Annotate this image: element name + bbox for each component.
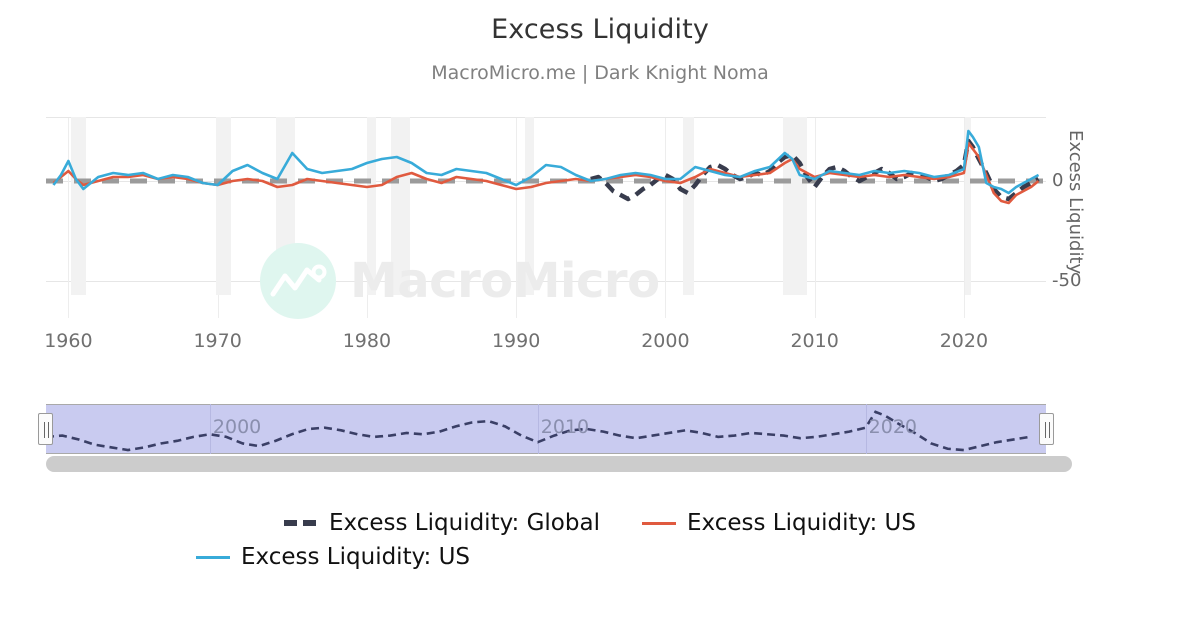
- x-axis-tick-label: 2020: [939, 330, 989, 352]
- legend-row-2: Excess Liquidity: US: [0, 540, 1200, 574]
- recession-band: [525, 117, 535, 295]
- gridline-vertical: [963, 118, 965, 318]
- gridline-vertical: [665, 118, 667, 318]
- legend-label: Excess Liquidity: Global: [329, 510, 600, 536]
- gridline-horizontal: [46, 281, 1046, 282]
- y-axis-tick-label: -50: [1052, 270, 1082, 291]
- plot-top-border: [46, 117, 1046, 118]
- legend-label: Excess Liquidity: US: [686, 510, 916, 536]
- navigator-series-line: [46, 410, 1030, 452]
- x-axis-tick-label: 1960: [44, 330, 93, 352]
- recession-band: [216, 117, 232, 295]
- legend-row-1: Excess Liquidity: Global Excess Liquidit…: [0, 506, 1200, 540]
- series-line: [52, 129, 1040, 195]
- plot-clip: [46, 117, 1046, 295]
- navigator-tick-label: 2000: [212, 416, 262, 438]
- x-axis-tick-label: 2000: [641, 330, 690, 352]
- navigator-series: [46, 410, 1030, 452]
- gridline-vertical: [814, 118, 816, 318]
- recession-band: [965, 117, 972, 295]
- navigator[interactable]: 2000 2010 2020: [38, 404, 1054, 454]
- plot-area[interactable]: [46, 117, 1046, 295]
- chart-subtitle: MacroMicro.me | Dark Knight Noma: [431, 62, 769, 84]
- recession-band: [366, 117, 376, 295]
- legend-item-us-blue[interactable]: Excess Liquidity: US: [196, 544, 470, 570]
- series-line: [52, 141, 1040, 205]
- navigator-left-handle[interactable]: [38, 413, 53, 445]
- x-axis-tick-label: 1990: [491, 330, 541, 352]
- legend-item-us-red[interactable]: Excess Liquidity: US: [641, 510, 916, 536]
- navigator-gridline: [537, 404, 539, 454]
- y-axis-tick-label: 0: [1052, 170, 1064, 191]
- legend-swatch-dashed: [284, 520, 318, 526]
- navigator-gridline: [865, 404, 867, 454]
- recession-band: [71, 117, 87, 295]
- legend-swatch-solid: [641, 521, 676, 525]
- horizontal-scrollbar[interactable]: [46, 456, 1072, 472]
- grip-line: [44, 422, 45, 438]
- navigator-tick-label: 2020: [868, 416, 918, 438]
- grip-line: [48, 422, 49, 438]
- y-axis-title: Excess Liquidity: [1065, 130, 1086, 275]
- gridline-vertical: [68, 118, 70, 318]
- gridline-vertical: [516, 118, 518, 318]
- gridline-horizontal: [46, 181, 1046, 182]
- legend-item-global[interactable]: Excess Liquidity: Global: [284, 510, 600, 536]
- legend-swatch-solid: [196, 555, 230, 559]
- navigator-right-handle[interactable]: [1039, 413, 1054, 445]
- x-axis-tick-label: 1980: [342, 330, 392, 352]
- grip-line: [1049, 422, 1050, 438]
- legend-label: Excess Liquidity: US: [241, 544, 471, 570]
- x-axis-tick-label: 2010: [790, 330, 839, 352]
- x-axis-tick-label: 1970: [193, 330, 242, 352]
- series-line: [590, 138, 1040, 202]
- grip-line: [1045, 422, 1046, 438]
- navigator-gridline: [209, 404, 211, 454]
- page-title: Excess Liquidity: [491, 14, 709, 45]
- navigator-tick-label: 2010: [540, 416, 590, 438]
- series-layer: [46, 129, 1046, 205]
- recession-band: [683, 117, 694, 295]
- chart-legend: Excess Liquidity: Global Excess Liquidit…: [0, 506, 1200, 574]
